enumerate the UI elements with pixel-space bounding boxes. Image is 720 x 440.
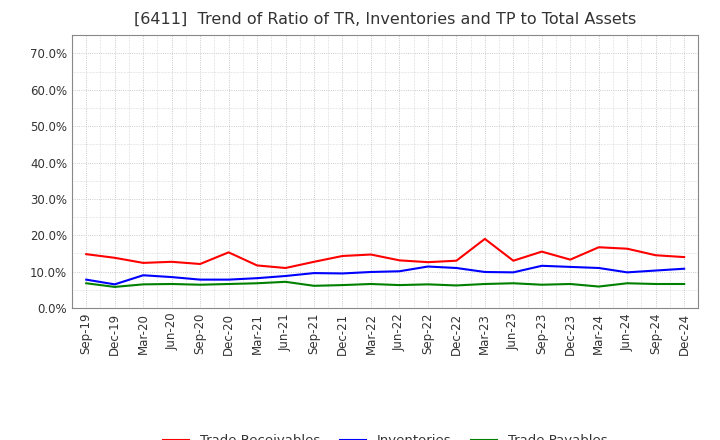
- Inventories: [310, 271, 318, 276]
- Trade Receivables: [480, 236, 489, 242]
- Trade Receivables: [680, 254, 688, 260]
- Inventories: [480, 269, 489, 275]
- Trade Payables: [652, 281, 660, 286]
- Trade Receivables: [366, 252, 375, 257]
- Line: Trade Receivables: Trade Receivables: [86, 239, 684, 268]
- Inventories: [595, 265, 603, 271]
- Trade Payables: [110, 284, 119, 290]
- Inventories: [423, 264, 432, 269]
- Line: Trade Payables: Trade Payables: [86, 282, 684, 287]
- Inventories: [253, 275, 261, 281]
- Trade Payables: [452, 283, 461, 288]
- Trade Receivables: [537, 249, 546, 254]
- Inventories: [338, 271, 347, 276]
- Inventories: [652, 268, 660, 273]
- Trade Receivables: [253, 263, 261, 268]
- Trade Receivables: [595, 245, 603, 250]
- Inventories: [167, 275, 176, 280]
- Trade Receivables: [452, 258, 461, 264]
- Trade Receivables: [282, 265, 290, 271]
- Line: Inventories: Inventories: [86, 266, 684, 284]
- Inventories: [566, 264, 575, 270]
- Trade Payables: [196, 282, 204, 287]
- Inventories: [366, 269, 375, 275]
- Trade Payables: [366, 281, 375, 286]
- Inventories: [82, 277, 91, 282]
- Trade Receivables: [110, 255, 119, 260]
- Legend: Trade Receivables, Inventories, Trade Payables: Trade Receivables, Inventories, Trade Pa…: [158, 429, 613, 440]
- Trade Receivables: [566, 257, 575, 262]
- Trade Payables: [566, 281, 575, 286]
- Inventories: [680, 266, 688, 271]
- Trade Receivables: [509, 258, 518, 264]
- Trade Receivables: [310, 259, 318, 264]
- Trade Payables: [423, 282, 432, 287]
- Trade Receivables: [225, 250, 233, 255]
- Trade Payables: [680, 281, 688, 286]
- Trade Receivables: [423, 260, 432, 265]
- Trade Receivables: [623, 246, 631, 251]
- Inventories: [623, 270, 631, 275]
- Inventories: [196, 277, 204, 282]
- Trade Payables: [480, 281, 489, 286]
- Inventories: [282, 273, 290, 279]
- Trade Receivables: [82, 252, 91, 257]
- Trade Payables: [595, 284, 603, 289]
- Trade Receivables: [395, 258, 404, 263]
- Trade Payables: [139, 282, 148, 287]
- Inventories: [509, 270, 518, 275]
- Title: [6411]  Trend of Ratio of TR, Inventories and TP to Total Assets: [6411] Trend of Ratio of TR, Inventories…: [134, 12, 636, 27]
- Inventories: [537, 263, 546, 268]
- Trade Receivables: [196, 261, 204, 267]
- Trade Payables: [282, 279, 290, 284]
- Inventories: [110, 282, 119, 287]
- Inventories: [452, 265, 461, 271]
- Trade Payables: [338, 282, 347, 288]
- Trade Payables: [310, 283, 318, 289]
- Trade Payables: [167, 281, 176, 286]
- Trade Receivables: [338, 253, 347, 259]
- Inventories: [395, 269, 404, 274]
- Trade Payables: [509, 281, 518, 286]
- Inventories: [225, 277, 233, 282]
- Trade Receivables: [139, 260, 148, 265]
- Trade Payables: [253, 281, 261, 286]
- Trade Payables: [537, 282, 546, 287]
- Trade Payables: [82, 281, 91, 286]
- Trade Receivables: [652, 253, 660, 258]
- Trade Receivables: [167, 259, 176, 264]
- Trade Payables: [395, 282, 404, 288]
- Inventories: [139, 273, 148, 278]
- Trade Payables: [225, 281, 233, 286]
- Trade Payables: [623, 281, 631, 286]
